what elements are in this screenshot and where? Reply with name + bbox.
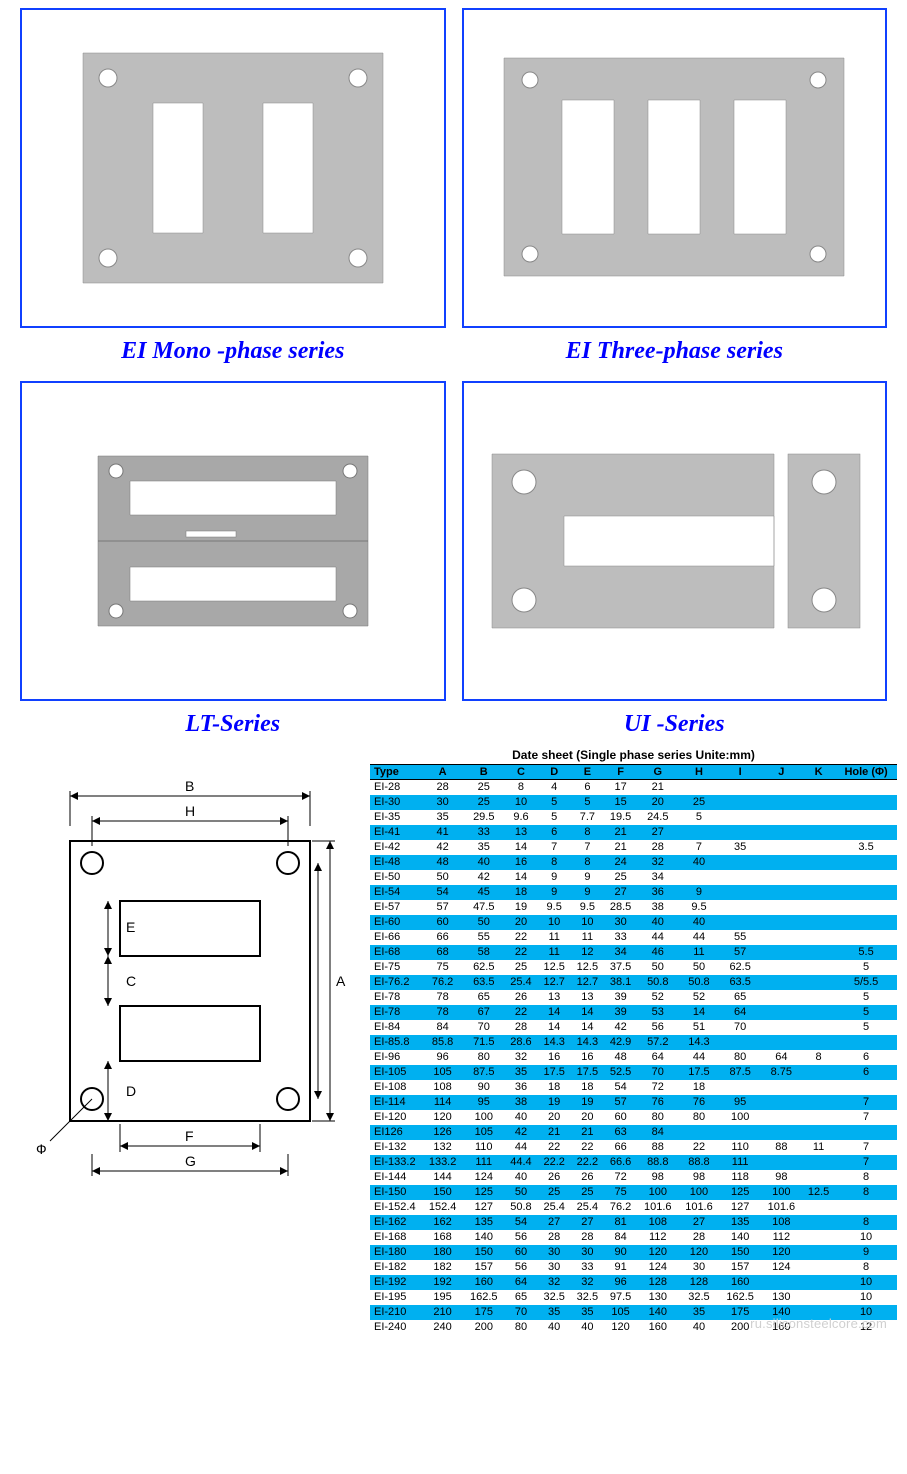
datasheet-col-0: Type <box>370 765 422 780</box>
ei-mono-plate <box>53 33 413 303</box>
ei-three-plate <box>484 38 864 298</box>
datasheet-row: EI-353529.59.657.719.524.55 <box>370 810 897 825</box>
datasheet-col-1: A <box>422 765 463 780</box>
datasheet-col-6: F <box>604 765 637 780</box>
datasheet-row: EI-10510587.53517.517.552.57017.587.58.7… <box>370 1065 897 1080</box>
datasheet-row: EI-66665522111133444455 <box>370 930 897 945</box>
dim-label-C: C <box>126 973 136 989</box>
panel-ui <box>462 381 888 701</box>
datasheet-table: Date sheet (Single phase series Unite:mm… <box>370 746 897 1335</box>
datasheet-col-3: C <box>504 765 537 780</box>
datasheet-row: EI-787867221414395314645 <box>370 1005 897 1020</box>
datasheet-row: EI-76.276.263.525.412.712.738.150.850.86… <box>370 975 897 990</box>
datasheet-row: EI-606050201010304040 <box>370 915 897 930</box>
datasheet-row: EI-41413313682127 <box>370 825 897 840</box>
datasheet-row: EI-545445189927369 <box>370 885 897 900</box>
datasheet-header-row: TypeABCDEFGHIJKHole (Φ) <box>370 765 897 780</box>
datasheet-row: EI-85.885.871.528.614.314.342.957.214.3 <box>370 1035 897 1050</box>
datasheet-row: EI-18218215756303391124301571248 <box>370 1260 897 1275</box>
watermark: ru.siliconsteelcore.com <box>750 1316 887 1331</box>
datasheet-row: EI-10810890361818547218 <box>370 1080 897 1095</box>
caption-ei-mono: EI Mono -phase series <box>20 338 446 365</box>
datasheet-row: EI1261261054221216384 <box>370 1125 897 1140</box>
datasheet-row: EI-4848401688243240 <box>370 855 897 870</box>
datasheet-col-12: Hole (Φ) <box>835 765 897 780</box>
datasheet-row: EI-16216213554272781108271351088 <box>370 1215 897 1230</box>
datasheet-col-7: G <box>637 765 678 780</box>
datasheet-title: Date sheet (Single phase series Unite:mm… <box>370 746 897 765</box>
datasheet-row: EI-1201201004020206080801007 <box>370 1110 897 1125</box>
datasheet-row: EI-133.2133.211144.422.222.266.688.888.8… <box>370 1155 897 1170</box>
datasheet-row: EI-13213211044222266882211088117 <box>370 1140 897 1155</box>
datasheet-col-10: J <box>761 765 802 780</box>
datasheet-row: EI-152.4152.412750.825.425.476.2101.6101… <box>370 1200 897 1215</box>
datasheet-row: EI-424235147721287353.5 <box>370 840 897 855</box>
datasheet-col-9: I <box>720 765 761 780</box>
datasheet-col-11: K <box>802 765 835 780</box>
lt-plate <box>68 431 398 651</box>
ui-plate <box>474 426 874 656</box>
datasheet-row: EI-168168140562828841122814011210 <box>370 1230 897 1245</box>
panel-lt <box>20 381 446 701</box>
datasheet-col-2: B <box>463 765 504 780</box>
datasheet-row: EI-1921921606432329612812816010 <box>370 1275 897 1290</box>
datasheet-row: EI-787865261313395252655 <box>370 990 897 1005</box>
datasheet-col-8: H <box>678 765 719 780</box>
datasheet-row: EI-2828258461721 <box>370 780 897 795</box>
caption-ui: UI -Series <box>462 711 888 738</box>
dim-label-D: D <box>126 1083 136 1099</box>
dim-label-A: A <box>336 973 346 989</box>
datasheet-row: EI-757562.52512.512.537.5505062.55 <box>370 960 897 975</box>
datasheet-row: EI-969680321616486444806486 <box>370 1050 897 1065</box>
datasheet-row: EI-848470281414425651705 <box>370 1020 897 1035</box>
datasheet-row: EI-144144124402626729898118988 <box>370 1170 897 1185</box>
datasheet-row: EI-50504214992534 <box>370 870 897 885</box>
datasheet-row: EI-195195162.56532.532.597.513032.5162.5… <box>370 1290 897 1305</box>
dim-label-B: B <box>185 778 194 794</box>
datasheet-row: EI-11411495381919577676957 <box>370 1095 897 1110</box>
datasheet-col-4: D <box>538 765 571 780</box>
dim-label-G: G <box>185 1153 196 1169</box>
caption-lt: LT-Series <box>20 711 446 738</box>
datasheet-row: EI-180180150603030901201201501209 <box>370 1245 897 1260</box>
datasheet-row: EI-575747.5199.59.528.5389.5 <box>370 900 897 915</box>
caption-ei-three: EI Three-phase series <box>462 338 888 365</box>
dim-label-F: F <box>185 1128 194 1144</box>
datasheet-row: EI-3030251055152025 <box>370 795 897 810</box>
panel-ei-mono <box>20 8 446 328</box>
datasheet-row: EI-1501501255025257510010012510012.58 <box>370 1185 897 1200</box>
panel-ei-three <box>462 8 888 328</box>
datasheet-row: EI-686858221112344611575.5 <box>370 945 897 960</box>
datasheet-col-5: E <box>571 765 604 780</box>
dim-label-H: H <box>185 803 195 819</box>
dimension-diagram: B H E C <box>30 766 370 1186</box>
dim-label-phi: Ф <box>36 1141 47 1157</box>
dim-label-E: E <box>126 919 135 935</box>
